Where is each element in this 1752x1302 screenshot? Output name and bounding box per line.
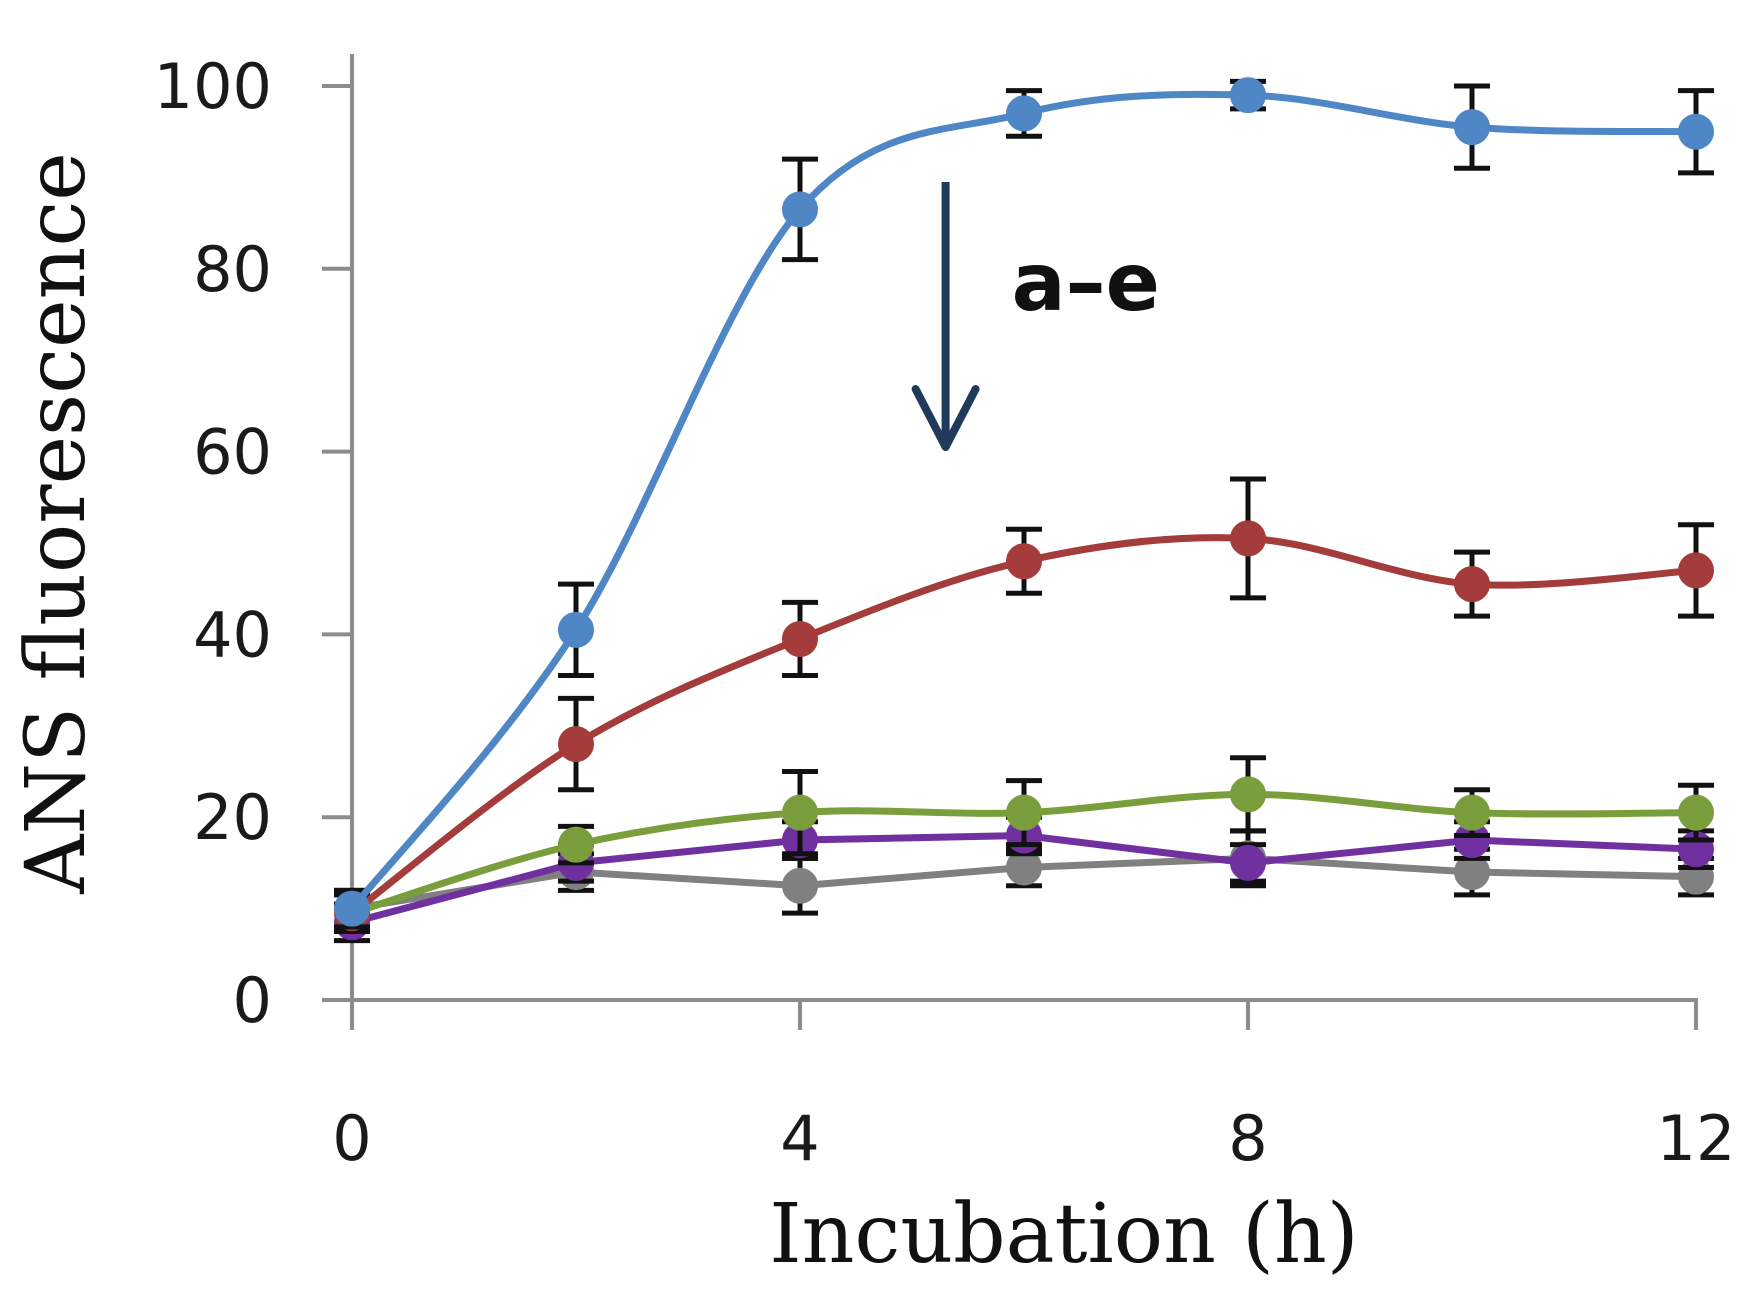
series-layer <box>334 77 1714 944</box>
data-point <box>782 794 818 831</box>
data-point <box>1230 776 1266 813</box>
data-point <box>1230 520 1266 557</box>
data-point <box>782 191 818 228</box>
data-point <box>1006 95 1042 132</box>
annotation-arrow-head <box>911 385 980 452</box>
series-b <box>334 476 1714 934</box>
data-point <box>1678 552 1714 589</box>
data-point <box>1230 77 1266 114</box>
series-c <box>334 755 1714 934</box>
x-tick-label: 0 <box>332 1102 371 1175</box>
data-point <box>1678 113 1714 150</box>
data-point <box>1454 794 1490 831</box>
axes: 0 20 40 60 80 100 0 4 8 12 <box>154 50 1736 1175</box>
y-tick-label: 80 <box>193 233 272 306</box>
data-point <box>1678 794 1714 831</box>
data-point <box>782 620 818 657</box>
annotation-label: a–e <box>1012 236 1160 329</box>
data-point <box>558 826 594 863</box>
annotation: a–e <box>911 181 1160 452</box>
y-tick-label: 100 <box>154 50 272 123</box>
data-point <box>334 890 370 927</box>
y-tick-label: 0 <box>233 964 272 1037</box>
data-point <box>1454 109 1490 146</box>
x-tick-label: 12 <box>1657 1102 1736 1175</box>
y-axis-title: ANS fluorescence <box>9 152 104 895</box>
series-a <box>334 77 1714 930</box>
data-point <box>558 611 594 648</box>
x-tick-label: 8 <box>1228 1102 1267 1175</box>
y-tick-label: 40 <box>193 598 272 671</box>
data-point <box>1006 794 1042 831</box>
data-point <box>782 867 818 904</box>
y-tick-label: 60 <box>193 416 272 489</box>
data-point <box>558 726 594 763</box>
data-point <box>1454 566 1490 603</box>
x-tick-label: 4 <box>780 1102 819 1175</box>
data-point <box>1006 543 1042 580</box>
data-point <box>1230 844 1266 881</box>
y-tick-label: 20 <box>193 781 272 854</box>
x-axis-title: Incubation (h) <box>769 1187 1359 1282</box>
